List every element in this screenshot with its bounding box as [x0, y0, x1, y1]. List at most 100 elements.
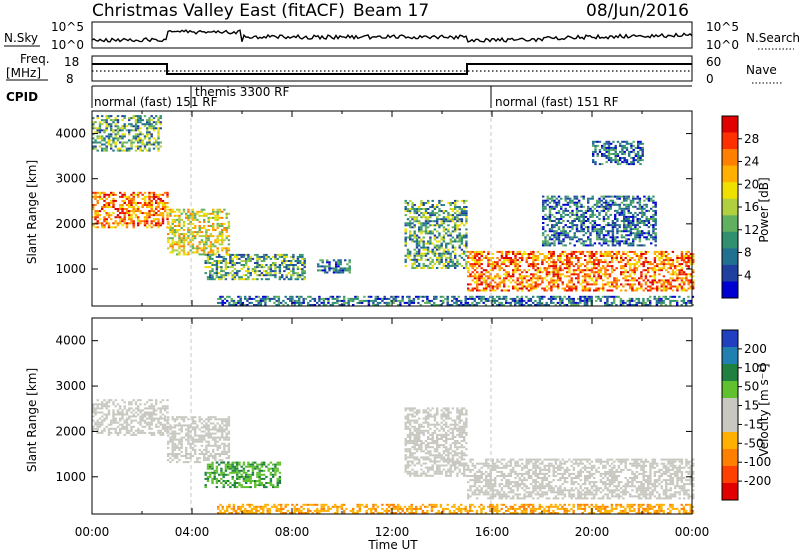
echo-cell: [560, 205, 563, 208]
echo-cell: [548, 197, 552, 200]
echo-cell: [139, 399, 142, 402]
echo-cell: [178, 416, 181, 419]
echo-cell: [336, 295, 339, 298]
echo-cell: [171, 239, 174, 242]
echo-cell: [218, 210, 222, 213]
echo-cell: [614, 238, 617, 241]
echo-cell: [636, 218, 639, 220]
echo-cell: [191, 222, 195, 225]
echo-cell: [566, 285, 569, 288]
echo-cell: [625, 220, 628, 222]
echo-cell: [618, 242, 621, 245]
echo-cell: [539, 283, 542, 286]
echo-cell: [114, 123, 117, 126]
echo-cell: [467, 255, 470, 257]
echo-cell: [593, 275, 596, 278]
echo-cell: [623, 197, 626, 200]
colorbar-swatch: [722, 264, 738, 282]
echo-cell: [185, 237, 188, 240]
echo-cell: [114, 199, 117, 202]
echo-cell: [166, 212, 169, 215]
echo-cell: [418, 222, 421, 225]
echo-cell: [602, 207, 606, 210]
echo-cell: [215, 264, 219, 266]
echo-cell: [415, 218, 419, 221]
echo-cell: [464, 299, 467, 302]
echo-cell: [164, 208, 167, 210]
echo-cell: [597, 295, 600, 298]
echo-cell: [498, 297, 501, 300]
echo-cell: [610, 148, 613, 151]
echo-cell: [644, 277, 648, 280]
echo-cell: [406, 256, 410, 259]
echo-cell: [588, 255, 591, 257]
echo-cell: [171, 455, 174, 457]
echo-cell: [185, 233, 188, 236]
echo-cell: [629, 279, 632, 282]
echo-cell: [644, 281, 648, 284]
echo-cell: [292, 266, 295, 269]
echo-cell: [516, 269, 519, 272]
echo-cell: [242, 278, 246, 281]
echo-cell: [148, 141, 151, 144]
echo-cell: [685, 301, 688, 304]
echo-cell: [575, 197, 579, 200]
echo-cell: [335, 261, 338, 264]
echo-cell: [105, 222, 108, 225]
echo-cell: [258, 266, 261, 269]
echo-cell: [290, 274, 293, 277]
echo-cell: [665, 279, 668, 282]
echo-cell: [433, 254, 437, 257]
echo-cell: [584, 279, 587, 282]
echo-cell: [418, 248, 421, 251]
echo-cell: [152, 195, 156, 198]
echo-cell: [560, 232, 563, 235]
echo-cell: [507, 271, 510, 274]
echo-cell: [521, 287, 524, 290]
echo-cell: [643, 236, 646, 239]
echo-cell: [662, 253, 666, 255]
echo-cell: [173, 442, 177, 445]
echo-cell: [132, 226, 135, 229]
echo-cell: [337, 265, 340, 268]
echo-cell: [159, 431, 162, 434]
echo-cell: [586, 299, 589, 302]
echo-cell: [607, 150, 611, 153]
echo-cell: [547, 297, 551, 300]
echo-cell: [92, 133, 95, 136]
echo-cell: [125, 411, 129, 414]
echo-cell: [404, 260, 407, 263]
echo-cell: [471, 263, 474, 266]
echo-cell: [456, 220, 459, 223]
echo-cell: [605, 211, 608, 214]
echo-cell: [171, 450, 174, 453]
echo-cell: [418, 250, 421, 253]
echo-cell: [146, 214, 149, 217]
echo-cell: [566, 283, 569, 286]
echo-cell: [200, 210, 204, 213]
echo-cell: [105, 401, 108, 404]
echo-cell: [242, 264, 246, 266]
echo-cell: [516, 277, 519, 280]
echo-cell: [491, 277, 495, 280]
echo-cell: [331, 301, 335, 304]
echo-cell: [654, 220, 657, 222]
echo-cell: [536, 250, 540, 253]
echo-cell: [627, 195, 630, 198]
echo-cell: [463, 214, 466, 217]
echo-cell: [682, 297, 686, 300]
echo-cell: [633, 269, 636, 272]
echo-cell: [157, 135, 160, 138]
echo-cell: [473, 255, 477, 257]
echo-cell: [620, 271, 623, 274]
echo-cell: [485, 269, 488, 272]
echo-cell: [143, 411, 147, 414]
echo-cell: [98, 222, 102, 225]
echo-cell: [572, 297, 575, 300]
echo-cell: [613, 295, 616, 298]
echo-cell: [671, 265, 675, 268]
echo-cell: [103, 216, 106, 219]
echo-cell: [178, 218, 181, 221]
echo-cell: [332, 271, 336, 274]
echo-cell: [573, 201, 576, 204]
